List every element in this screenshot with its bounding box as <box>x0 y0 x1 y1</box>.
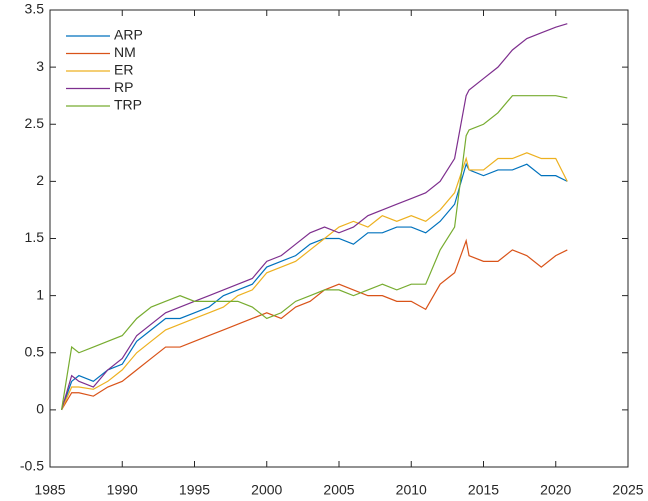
series-line <box>60 162 568 411</box>
x-tick-label: 2020 <box>540 482 571 498</box>
y-tick-label: 0.5 <box>25 343 45 359</box>
x-tick-label: 2005 <box>323 482 354 498</box>
y-tick-label: 1 <box>36 286 44 302</box>
legend-box <box>59 23 167 120</box>
series-line <box>61 238 568 411</box>
legend-label: TRP <box>114 97 142 113</box>
x-tick-label: 1990 <box>107 482 138 498</box>
series-line <box>60 23 568 411</box>
x-tick-label: 2015 <box>468 482 499 498</box>
x-tick-label: 2000 <box>251 482 282 498</box>
y-tick-label: -0.5 <box>20 458 44 474</box>
y-tick-label: 2 <box>36 172 44 188</box>
x-tick-label: 1985 <box>34 482 65 498</box>
y-tick-label: 3.5 <box>25 1 45 17</box>
y-tick-label: 1.5 <box>25 229 45 245</box>
series-line <box>60 95 568 410</box>
legend-label: NM <box>114 44 136 60</box>
legend-label: RP <box>114 79 133 95</box>
y-tick-label: 0 <box>36 401 44 417</box>
x-tick-label: 1995 <box>179 482 210 498</box>
x-tick-label: 2025 <box>612 482 643 498</box>
series-line <box>61 152 568 411</box>
legend-label: ARP <box>114 27 143 43</box>
y-tick-label: 3 <box>36 58 44 74</box>
x-tick-label: 2010 <box>396 482 427 498</box>
y-tick-label: 2.5 <box>25 115 45 131</box>
axes-box <box>49 9 629 468</box>
legend-label: ER <box>114 62 133 78</box>
